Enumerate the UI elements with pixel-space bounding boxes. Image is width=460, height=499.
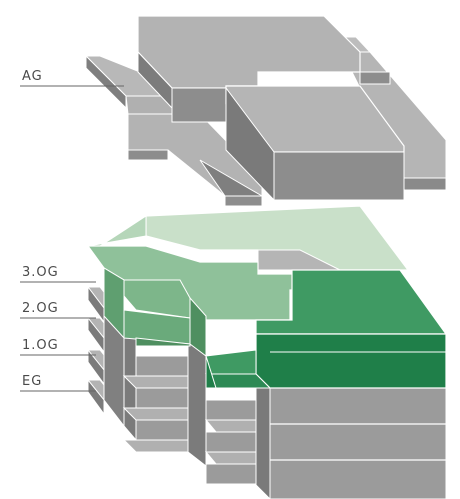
floor-labels: AG 3.OG 2.OG 1.OG EG bbox=[20, 69, 124, 392]
building-stack bbox=[86, 205, 448, 499]
label-eg: EG bbox=[22, 374, 42, 389]
roof-block-ag bbox=[84, 15, 447, 207]
label-2og: 2.OG bbox=[22, 301, 59, 316]
label-1og: 1.OG bbox=[22, 338, 59, 353]
label-ag: AG bbox=[22, 69, 43, 84]
middle-slabs bbox=[122, 355, 208, 453]
label-3og: 3.OG bbox=[22, 265, 59, 280]
right-slabs bbox=[204, 399, 288, 485]
